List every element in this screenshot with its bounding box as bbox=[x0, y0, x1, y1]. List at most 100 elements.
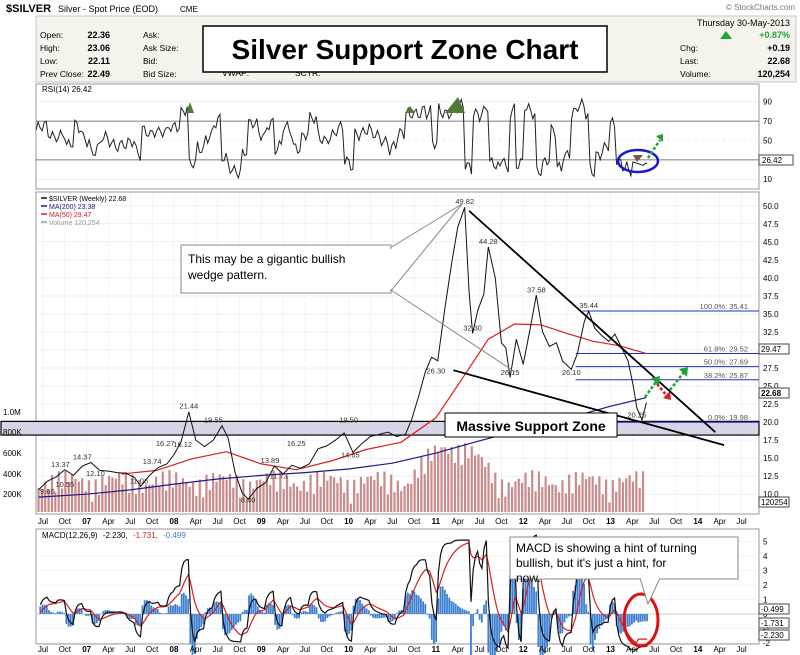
stat-value: 23.06 bbox=[87, 43, 110, 53]
stat-label: Bid Size: bbox=[143, 69, 177, 79]
volume-bar bbox=[390, 474, 393, 512]
macd-hist-bar bbox=[324, 614, 327, 622]
volume-bar bbox=[158, 486, 161, 512]
stat-value: +0.19 bbox=[767, 43, 790, 53]
macd-hist-bar bbox=[500, 614, 503, 632]
price-annotation: 8.40 bbox=[241, 496, 256, 505]
macd-hist-bar bbox=[433, 614, 435, 644]
macd-hist-bar bbox=[563, 614, 566, 623]
stat-label: Ask: bbox=[143, 30, 160, 40]
up-arrow-icon-2 bbox=[669, 367, 688, 391]
volume-bar bbox=[376, 472, 379, 512]
macd-hist-bar bbox=[193, 614, 196, 654]
macd-hist-bar bbox=[524, 574, 527, 614]
volume-bar bbox=[57, 471, 60, 512]
macd-hist-bar bbox=[163, 613, 166, 614]
volume-bar bbox=[349, 503, 352, 512]
volume-bar bbox=[185, 481, 188, 512]
x-tick-label: Oct bbox=[583, 645, 596, 654]
macd-hist-bar bbox=[461, 608, 464, 614]
x-tick-label: 13 bbox=[606, 645, 615, 654]
x-tick-label: Jul bbox=[474, 645, 484, 654]
macd-hist-bar bbox=[315, 607, 318, 614]
price-annotation: 26.30 bbox=[427, 367, 446, 376]
macd-hist-bar bbox=[128, 614, 131, 619]
volume-bar bbox=[208, 489, 211, 512]
volume-bar bbox=[547, 485, 551, 512]
stat-label: Chg: bbox=[680, 43, 698, 53]
price-annotation: 21.44 bbox=[179, 402, 198, 411]
macd-hist-bar bbox=[161, 613, 163, 614]
macd-hist-bar bbox=[435, 614, 438, 643]
macd-hist-bar bbox=[243, 609, 246, 614]
volume-bar bbox=[386, 494, 389, 512]
macd-hist-bar bbox=[232, 614, 235, 628]
volume-bar bbox=[537, 471, 541, 512]
macd-hist-bar bbox=[185, 595, 187, 614]
x-tick-label: Jul bbox=[387, 517, 397, 526]
volume-bar bbox=[104, 485, 107, 512]
volume-bar bbox=[601, 494, 604, 512]
volume-bar bbox=[107, 475, 111, 512]
x-tick-label: Apr bbox=[364, 517, 377, 526]
macd-hist-bar bbox=[300, 612, 303, 614]
volume-bar bbox=[541, 487, 544, 512]
volume-bar bbox=[232, 487, 235, 512]
macd-last-label: -0.499 bbox=[761, 605, 784, 614]
macd-hist-bar bbox=[483, 604, 485, 614]
volume-bar bbox=[111, 477, 114, 512]
macd-hist-bar bbox=[58, 611, 61, 614]
macd-hist-bar bbox=[61, 612, 63, 614]
volume-bars bbox=[37, 443, 645, 512]
macd-hist-bar bbox=[93, 614, 96, 625]
volume-bar bbox=[571, 493, 574, 512]
macd-hist-bar bbox=[600, 614, 603, 626]
volume-bar bbox=[531, 470, 534, 512]
x-tick-label: 07 bbox=[82, 517, 91, 526]
volume-bar bbox=[91, 501, 94, 512]
volume-bar bbox=[37, 487, 40, 512]
volume-bar bbox=[124, 471, 127, 512]
volume-bar bbox=[282, 488, 285, 512]
volume-bar bbox=[484, 466, 487, 512]
rsi-tick-label: 50 bbox=[763, 136, 772, 145]
macd-hist-bar bbox=[246, 609, 248, 614]
volume-bar bbox=[272, 470, 275, 512]
macd-last-box bbox=[758, 603, 790, 615]
volume-bar bbox=[201, 497, 205, 512]
macd-hist-bar bbox=[195, 614, 198, 639]
price-tick-label: 50.0 bbox=[763, 202, 779, 211]
macd-hist-bar bbox=[465, 610, 468, 614]
volume-tick-label: 600K bbox=[3, 449, 22, 458]
macd-hist-bar bbox=[365, 608, 368, 614]
volume-bar bbox=[447, 453, 450, 512]
macd-label-name: MACD(12,26,9) bbox=[42, 531, 98, 540]
volume-bar bbox=[615, 491, 618, 512]
volume-bar bbox=[413, 469, 416, 512]
macd-hist-bar bbox=[578, 573, 581, 614]
macd-hist-bar bbox=[322, 614, 324, 623]
price-panel: 100.0%: 35.41 61.8%: 29.52 50.0%: 27.69 38.… bbox=[0, 191, 790, 515]
exchange-label: CME bbox=[180, 5, 198, 14]
macd-hist-bar bbox=[520, 614, 522, 642]
macd-hist-bar bbox=[189, 614, 192, 644]
macd-hist-bar bbox=[346, 614, 348, 636]
volume-bar bbox=[332, 477, 336, 512]
macd-hist-bar bbox=[487, 614, 490, 653]
macd-hist-bar bbox=[302, 610, 305, 614]
macd-hist-bar bbox=[187, 598, 190, 614]
price-annotation: 26.15 bbox=[501, 368, 520, 377]
price-annotation: 35.44 bbox=[579, 301, 598, 310]
volume-bar bbox=[359, 476, 363, 512]
macd-hist-bar bbox=[561, 614, 564, 634]
volume-bar bbox=[141, 492, 144, 512]
x-tick-label: Oct bbox=[495, 645, 508, 654]
fib-label: 61.8%: 29.52 bbox=[704, 344, 748, 353]
volume-bar bbox=[306, 491, 309, 512]
macd-hist-bar bbox=[513, 565, 516, 614]
macd-hist-bar bbox=[528, 578, 531, 614]
rsi-tick-label: 70 bbox=[763, 117, 772, 126]
rsi-panel: RSI(14) 26.42 9070503010 26.42 bbox=[35, 83, 794, 190]
x-tick-label: Apr bbox=[539, 645, 552, 654]
stat-value: +0.87% bbox=[759, 30, 790, 40]
